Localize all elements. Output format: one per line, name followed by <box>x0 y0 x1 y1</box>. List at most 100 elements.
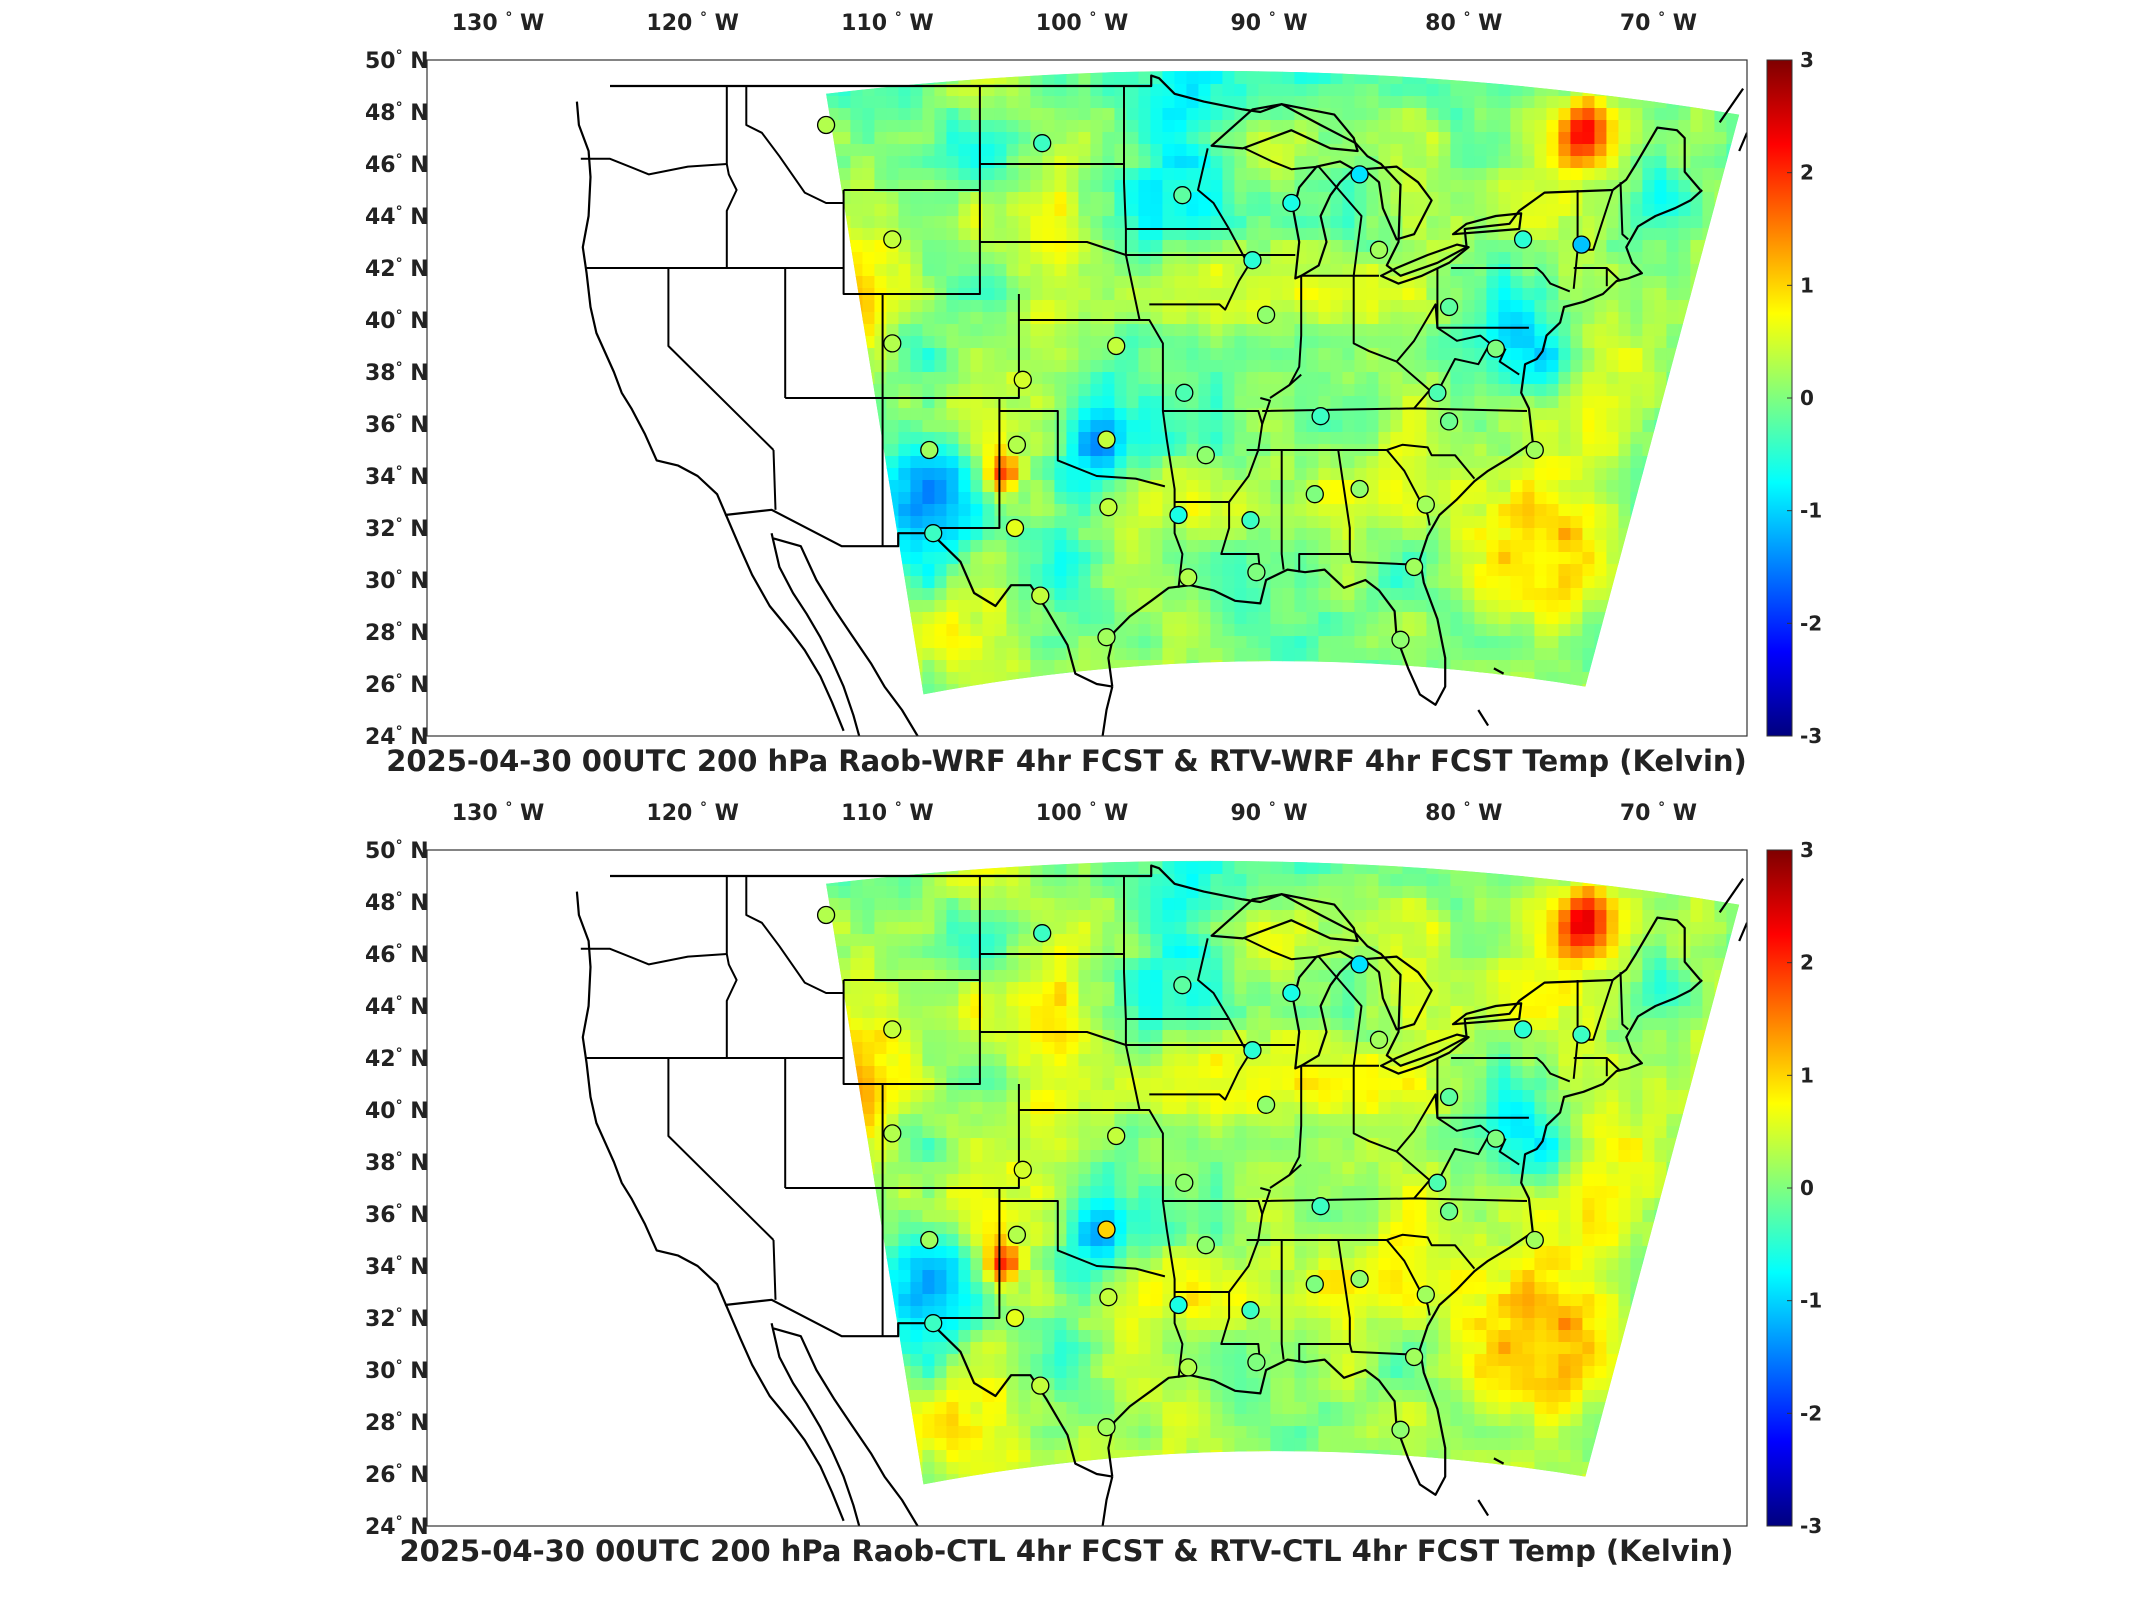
state-boundary <box>1280 450 1285 570</box>
latitude-tick-label: 46° N <box>365 152 429 178</box>
colorbar-tick-label: 3 <box>1800 838 1814 862</box>
raob-station-marker <box>1179 1358 1198 1377</box>
longitude-tick-label: 70 ° W <box>1620 800 1697 826</box>
west-coastline <box>575 101 845 732</box>
state-boundary <box>1619 182 1629 241</box>
gulf-of-california-west <box>770 1322 861 1526</box>
map-frame <box>426 59 1748 737</box>
canada-coast <box>1718 87 1745 124</box>
raob-station-marker <box>1572 1025 1591 1044</box>
bottom-map-svg: 130 ° W 120 ° W 110 ° W 100 ° W 90 ° W 80 ° W… <box>365 800 1822 1540</box>
state-boundary <box>929 1188 1001 1319</box>
lake-huron <box>1362 165 1433 241</box>
state-boundary <box>745 876 844 994</box>
raob-station-marker <box>1416 1285 1435 1304</box>
raob-station-marker <box>1005 1308 1025 1328</box>
state-boundary <box>979 241 1127 256</box>
latitude-tick-label: 34° N <box>365 464 429 490</box>
state-boundary <box>1220 397 1271 575</box>
state-boundary <box>882 1084 1020 1189</box>
raob-station-marker <box>1196 446 1215 465</box>
raob-station-marker <box>1369 1030 1389 1049</box>
raob-station-marker <box>1097 1220 1116 1239</box>
lake-erie <box>1379 243 1470 285</box>
state-boundary <box>1386 449 1431 526</box>
raob-station-marker <box>1241 511 1260 530</box>
raob-station-marker <box>816 905 836 925</box>
longitude-tick-label: 120 ° W <box>646 800 739 826</box>
latitude-tick-label: 34° N <box>365 1254 429 1280</box>
longitude-tick-label: 110 ° W <box>841 10 934 36</box>
latitude-tick-label: 28° N <box>365 1410 429 1436</box>
latitude-tick-label: 40° N <box>365 1098 429 1124</box>
raob-station-marker <box>1173 186 1192 205</box>
raob-station-marker <box>1404 1347 1424 1367</box>
state-boundary <box>785 1083 884 1189</box>
latitude-tick-label: 38° N <box>365 360 429 386</box>
canada-coast <box>1718 877 1745 914</box>
latitude-tick-label: 42° N <box>365 1046 429 1072</box>
latitude-tick-label: 48° N <box>365 890 429 916</box>
raob-station-marker <box>1282 193 1301 213</box>
state-boundary <box>1244 937 1363 1066</box>
raob-station-marker <box>1369 240 1389 259</box>
state-boundary <box>667 268 775 451</box>
raob-station-marker <box>1256 305 1276 324</box>
raob-station-marker <box>924 524 943 543</box>
raob-station-marker <box>883 230 902 249</box>
state-boundary <box>725 86 738 268</box>
state-boundary <box>1436 268 1529 329</box>
raob-station-marker <box>1525 1230 1544 1250</box>
raob-station-marker <box>1350 165 1369 184</box>
state-boundary <box>1162 410 1264 425</box>
latitude-tick-label: 36° N <box>365 1202 429 1228</box>
raob-station-marker <box>1439 1087 1459 1107</box>
raob-station-marker <box>1350 955 1369 974</box>
state-boundary <box>1386 1239 1431 1316</box>
state-boundary <box>772 449 777 510</box>
lake-ontario <box>1451 1002 1523 1026</box>
map-frame <box>426 849 1748 1527</box>
mexico-gulf-coast <box>1101 686 1114 736</box>
colorbar-tick-label: 2 <box>1800 951 1814 975</box>
raob-station-marker <box>1439 297 1459 317</box>
raob-station-marker <box>1097 628 1116 647</box>
bahamas-island <box>1477 1499 1490 1517</box>
raob-station-marker <box>1513 230 1533 249</box>
latitude-tick-label: 32° N <box>365 1306 429 1332</box>
colorbar-tick-label: 1 <box>1800 1063 1814 1087</box>
longitude-tick-label: 130 ° W <box>452 800 545 826</box>
raob-station-marker <box>1099 498 1118 517</box>
longitude-tick-label: 90 ° W <box>1230 800 1307 826</box>
raob-station-marker <box>1097 1418 1116 1437</box>
raob-station-marker <box>1243 1041 1262 1060</box>
state-boundary <box>772 1239 777 1300</box>
raob-station-marker <box>883 1020 902 1039</box>
longitude-tick-label: 110 ° W <box>841 800 934 826</box>
state-boundary <box>999 1200 1166 1278</box>
state-boundary <box>1220 1187 1271 1365</box>
latitude-tick-label: 48° N <box>365 100 429 126</box>
raob-station-marker <box>1179 568 1198 587</box>
colorbar-tick-label: -3 <box>1800 1514 1822 1538</box>
raob-station-marker <box>924 1314 943 1333</box>
state-boundary <box>745 86 844 204</box>
west-coastline <box>575 891 845 1522</box>
bahamas-island <box>1493 667 1505 675</box>
raob-station-marker <box>1196 1236 1215 1255</box>
raob-station-marker <box>1033 134 1052 153</box>
colorbar-tick-label: -3 <box>1800 724 1822 748</box>
longitude-tick-label: 100 ° W <box>1036 10 1129 36</box>
raob-station-marker <box>1311 407 1330 426</box>
latitude-tick-label: 36° N <box>365 412 429 438</box>
state-boundary <box>1619 972 1629 1031</box>
raob-station-marker <box>1173 976 1192 995</box>
latitude-tick-label: 44° N <box>365 994 429 1020</box>
latitude-tick-label: 46° N <box>365 942 429 968</box>
raob-station-marker <box>1404 557 1424 577</box>
canada-coast <box>1738 132 1747 152</box>
gulf-atlantic-coastline <box>1107 979 1703 1496</box>
raob-station-marker <box>1439 1202 1459 1221</box>
longitude-tick-label: 80 ° W <box>1425 10 1502 36</box>
raob-station-marker <box>1099 1288 1118 1307</box>
